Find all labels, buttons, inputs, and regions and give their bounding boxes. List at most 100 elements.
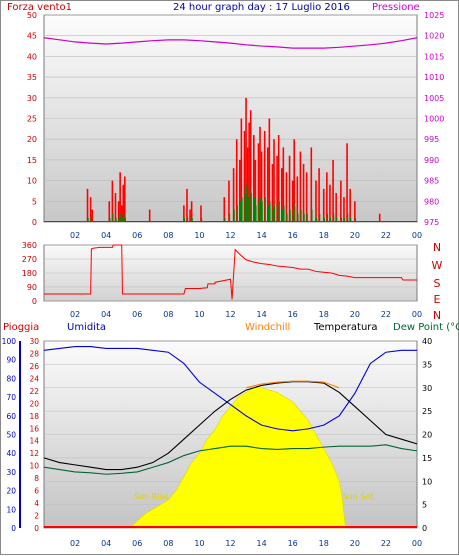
x-tick-label: 08 xyxy=(163,310,173,319)
temperature-legend: Temperatura xyxy=(314,322,378,333)
x-tick-label: 00 xyxy=(412,310,422,319)
rain-tick-label: 0 xyxy=(34,524,39,533)
direction-tick-label: 90 xyxy=(27,283,37,292)
pressure-tick-label: 1020 xyxy=(424,32,444,41)
x-tick-label: 16 xyxy=(288,231,298,240)
pressure-line xyxy=(43,37,418,49)
pressure-tick-label: 1005 xyxy=(424,94,444,103)
x-tick-label: 00 xyxy=(412,231,422,240)
rain-tick-label: 16 xyxy=(29,424,39,433)
x-tick-label: 06 xyxy=(132,539,142,548)
x-tick-label: 02 xyxy=(70,231,80,240)
temperature-tick-label: 15 xyxy=(422,454,432,463)
compass-label: S xyxy=(434,277,441,290)
x-tick-label: 12 xyxy=(225,310,235,319)
wind-tick-label: 40 xyxy=(27,52,37,61)
sunrise-label: Sun Rise xyxy=(134,492,169,501)
direction-tick-label: 0 xyxy=(32,297,37,306)
wind-tick-label: 45 xyxy=(27,32,37,41)
x-tick-label: 18 xyxy=(319,310,329,319)
x-tick-label: 14 xyxy=(256,539,266,548)
x-tick-label: 14 xyxy=(256,231,266,240)
rain-tick-label: 8 xyxy=(34,474,39,483)
x-tick-label: 10 xyxy=(194,310,204,319)
pressure-tick-label: 995 xyxy=(424,135,439,144)
dewpoint-legend: Dew Point (°C xyxy=(393,322,459,333)
temperature-tick-label: 40 xyxy=(422,337,432,346)
humidity-tick-label: 20 xyxy=(6,487,16,496)
x-tick-label: 02 xyxy=(70,310,80,319)
direction-tick-label: 360 xyxy=(22,241,37,250)
temperature-tick-label: 35 xyxy=(422,360,432,369)
rain-tick-label: 20 xyxy=(29,399,39,408)
series-line-temperatura xyxy=(43,381,418,471)
x-tick-label: 20 xyxy=(350,231,360,240)
humidity-tick-label: 30 xyxy=(6,468,16,477)
compass-label: E xyxy=(434,293,441,306)
x-tick-label: 04 xyxy=(101,310,111,319)
x-tick-label: 08 xyxy=(163,539,173,548)
temperature-tick-label: 30 xyxy=(422,384,432,393)
wind-tick-label: 20 xyxy=(27,135,37,144)
x-tick-label: 18 xyxy=(319,539,329,548)
series-line-windchill xyxy=(245,380,340,389)
wind-tick-label: 35 xyxy=(27,73,37,82)
x-tick-label: 14 xyxy=(256,310,266,319)
series-line-umidita xyxy=(43,346,417,432)
rain-tick-label: 24 xyxy=(29,374,39,383)
pressure-tick-label: 985 xyxy=(424,177,439,186)
rain-tick-label: 28 xyxy=(29,349,39,358)
humidity-tick-label: 100 xyxy=(2,337,17,346)
wind-tick-label: 50 xyxy=(27,11,37,20)
rain-tick-label: 14 xyxy=(29,437,39,446)
rain-tick-label: 30 xyxy=(29,337,39,346)
series-line-dew-point-c xyxy=(43,444,418,475)
pressure-axis-label: Pressione xyxy=(372,2,420,13)
x-tick-label: 22 xyxy=(381,539,391,548)
pressure-tick-label: 1025 xyxy=(424,11,444,20)
temperature-tick-label: 25 xyxy=(422,407,432,416)
direction-line xyxy=(44,244,417,300)
rain-tick-label: 10 xyxy=(29,462,39,471)
x-tick-label: 20 xyxy=(350,310,360,319)
wind-axis-label: Forza vento1 xyxy=(7,2,72,13)
x-tick-label: 22 xyxy=(381,310,391,319)
pressure-tick-label: 980 xyxy=(424,197,439,206)
x-tick-label: 08 xyxy=(163,231,173,240)
humidity-tick-label: 60 xyxy=(6,412,16,421)
sunset-label: Sun Set xyxy=(342,492,373,501)
humidity-tick-label: 50 xyxy=(6,431,16,440)
rain-tick-label: 6 xyxy=(34,487,39,496)
x-tick-label: 04 xyxy=(101,539,111,548)
wind-tick-label: 5 xyxy=(32,197,37,206)
pressure-tick-label: 1000 xyxy=(424,115,444,124)
wind-tick-label: 0 xyxy=(32,218,37,227)
rain-tick-label: 2 xyxy=(34,512,39,521)
x-tick-label: 22 xyxy=(381,231,391,240)
humidity-tick-label: 80 xyxy=(6,374,16,383)
temperature-tick-label: 0 xyxy=(422,524,427,533)
x-tick-label: 16 xyxy=(288,539,298,548)
temperature-tick-label: 5 xyxy=(422,501,427,510)
temperature-tick-label: 10 xyxy=(422,477,432,486)
windchill-legend: Windchill xyxy=(245,322,291,333)
graph-title: 24 hour graph day : 17 Luglio 2016 xyxy=(173,2,350,13)
rain-tick-label: 18 xyxy=(29,412,39,421)
wind-tick-label: 30 xyxy=(27,94,37,103)
x-tick-label: 10 xyxy=(194,539,204,548)
compass-label: W xyxy=(432,259,443,272)
x-tick-label: 12 xyxy=(225,539,235,548)
direction-tick-label: 180 xyxy=(22,269,37,278)
humidity-legend: Umidita xyxy=(67,322,107,333)
rain-legend: Pioggia xyxy=(3,322,40,333)
x-tick-label: 10 xyxy=(194,231,204,240)
wind-tick-label: 25 xyxy=(27,115,37,124)
pressure-tick-label: 990 xyxy=(424,156,439,165)
compass-label: N xyxy=(433,309,441,322)
temperature-tick-label: 20 xyxy=(422,431,432,440)
wind-tick-label: 15 xyxy=(27,156,37,165)
pressure-tick-label: 975 xyxy=(424,218,439,227)
humidity-tick-label: 10 xyxy=(6,505,16,514)
humidity-tick-label: 70 xyxy=(6,393,16,402)
